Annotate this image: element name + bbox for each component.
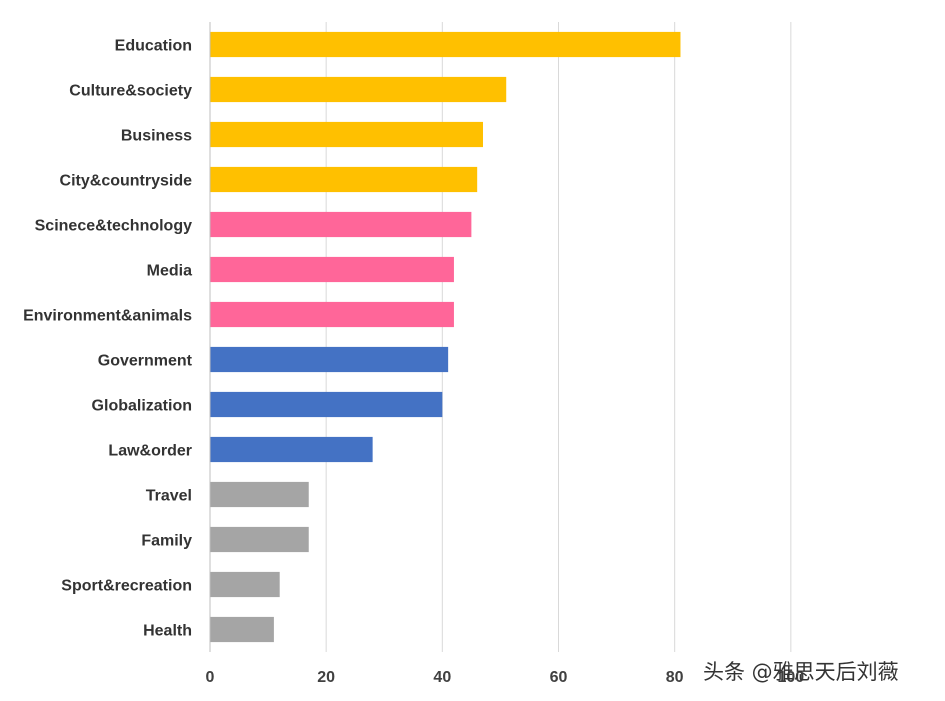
category-label: Business [121,128,192,145]
bar-scinece-technology [210,211,472,238]
watermark-text: 头条 @雅思天后刘薇 [703,660,899,684]
category-label: City&countryside [60,173,193,190]
x-tick-label: 0 [206,669,215,686]
category-label: Travel [146,488,192,505]
bar-travel [210,481,309,508]
bar-city-countryside [210,166,478,193]
bar-education [210,31,681,58]
x-tick-labels: 0 20 40 60 80 100 [206,669,805,686]
bar-family [210,526,309,553]
category-label: Family [141,533,192,550]
bars [210,31,681,643]
x-tick-label: 60 [550,669,568,686]
category-label: Law&order [108,443,192,460]
x-tick-label: 20 [317,669,335,686]
x-tick-label: 100 [777,669,804,686]
category-label: Scinece&technology [35,218,192,235]
category-labels: Education Culture&society Business City&cou… [23,38,193,640]
category-label: Media [147,263,192,280]
category-label: Government [98,353,193,370]
category-label: Health [143,623,192,640]
gridlines [325,22,792,652]
bar-environment-animals [210,301,454,328]
x-tick-label: 40 [433,669,451,686]
bar-media [210,256,454,283]
bar-health [210,616,274,643]
bar-sport-recreation [210,571,280,598]
bar-globalization [210,391,443,418]
x-tick-label: 80 [666,669,684,686]
category-label: Sport&recreation [61,578,192,595]
bar-business [210,121,483,148]
bar-culture-society [210,76,507,103]
category-label: Globalization [92,398,192,415]
bar-law-order [210,436,373,463]
category-label: Environment&animals [23,308,192,325]
bar-government [210,346,449,373]
category-label: Culture&society [69,83,192,100]
category-label: Education [115,38,192,55]
